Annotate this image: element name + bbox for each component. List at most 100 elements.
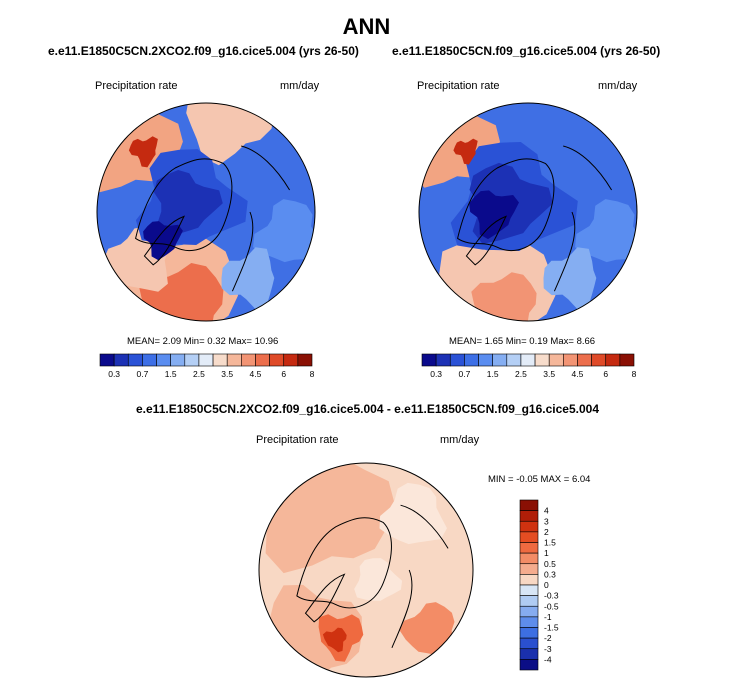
panel-1-colorbar-box: [255, 353, 270, 367]
panel-1-colorbar-label: 1.5: [165, 369, 177, 379]
panel-1-colorbar-label: 0.3: [108, 369, 120, 379]
panel-2-colorbar-label: 4.5: [572, 369, 584, 379]
panel-1-coastline: [135, 158, 233, 252]
panel-3-colorbar-label: -0.3: [544, 591, 559, 601]
panel-3-colorbar-label: -3: [544, 644, 552, 654]
panel-2-colorbar-box: [478, 353, 493, 367]
panel-3-colorbar-box: [519, 531, 539, 543]
panel-1-colorbar-box: [198, 353, 214, 367]
panel-3-min-label: MIN =: [488, 474, 514, 485]
panel-1-colorbar-box: [226, 353, 242, 367]
panel-3-colorbar-label: 1.5: [544, 538, 556, 548]
panel-2-colorbar-box: [435, 353, 451, 367]
panel-1-units: mm/day: [280, 80, 320, 92]
panel-2-max-value: 8.66: [576, 336, 596, 347]
panel-1-colorbar: 0.3 0.7 1.5 2.5 3.5 4.5 6 8: [99, 353, 315, 379]
panel-1-mean-value: 2.09: [162, 336, 182, 347]
panel-2-contour-region: [469, 190, 519, 240]
panel-3-colorbar-box: [519, 542, 539, 554]
panel-2-colorbar: 0.3 0.7 1.5 2.5 3.5 4.5 6 8: [421, 353, 637, 379]
panel-1-colorbar-box: [269, 353, 285, 367]
panel-3-colorbar-label: -1: [544, 612, 552, 622]
panel-2-colorbar-box: [506, 353, 522, 367]
panel-2-min-value: 0.19: [529, 336, 548, 347]
panel-2-colorbar-box: [591, 353, 607, 367]
panel-2-coastline: [457, 158, 555, 252]
panel-1-colorbar-box: [113, 353, 129, 367]
panel-1-coastline: [143, 215, 186, 266]
panel-3-contour-region: [354, 558, 403, 601]
panel-3-colorbar-box: [519, 605, 539, 618]
panel-2-mean-value: 1.65: [484, 336, 504, 347]
panel-3-colorbar-box: [519, 520, 539, 533]
panel-1-colorbar-box: [212, 353, 228, 367]
panel-2-polar-map: [418, 102, 638, 322]
panel-2-colorbar-box: [577, 353, 592, 367]
panel-3-colorbar-box: [519, 648, 539, 660]
panel-2-min-label: Min=: [505, 336, 527, 347]
panel-3-colorbar-label: -4: [544, 654, 552, 664]
panel-3-colorbar-label: 2: [544, 527, 549, 537]
panel-3-contour-region: [399, 602, 455, 657]
panel-2-colorbar-label: 1.5: [487, 369, 499, 379]
panel-1-contour-region: [253, 199, 315, 263]
panel-2-max-label: Max=: [550, 336, 574, 347]
panel-2-colorbar-box: [464, 353, 479, 367]
panel-2-colorbar-label: 2.5: [515, 369, 527, 379]
panel-1-colorbar-box: [241, 353, 256, 367]
panel-3-max-label: MAX =: [540, 474, 570, 485]
panel-1-contour-region: [186, 103, 275, 166]
panel-3-variable: Precipitation rate: [256, 434, 339, 446]
panel-2-coastline: [553, 145, 613, 292]
panel-2-contour-region: [471, 272, 537, 321]
panel-3-map-boundary: [258, 462, 474, 678]
panel-1-coastline: [231, 145, 291, 292]
panel-3-max-value: 6.04: [571, 474, 591, 485]
panel-1-max-value: 10.96: [254, 336, 279, 347]
panel-2-colorbar-box: [534, 353, 550, 367]
panel-2-units: mm/day: [598, 80, 638, 92]
panel-1-title: e.e11.E1850C5CN.2XCO2.f09_g16.cice5.004 …: [48, 44, 359, 58]
panel-3-colorbar-label: 0: [544, 580, 549, 590]
panel-1-colorbar-box: [170, 353, 186, 367]
panel-1-colorbar-label: 0.7: [136, 369, 148, 379]
panel-3-colorbar-box: [519, 584, 539, 596]
panel-1-map-boundary: [96, 102, 316, 322]
panel-2-map-boundary: [418, 102, 638, 322]
panel-3-colorbar-box: [519, 499, 539, 511]
panel-1-colorbar-label: 8: [310, 369, 315, 379]
panel-3-coastline: [304, 573, 346, 623]
panel-1-colorbar-box: [156, 353, 171, 367]
panel-1-colorbar-label: 3.5: [221, 369, 233, 379]
panel-3-colorbar-label: -0.5: [544, 601, 559, 611]
main-title: ANN: [342, 14, 391, 39]
panel-2-colorbar-box: [619, 353, 635, 367]
panel-3-colorbar-box: [519, 659, 539, 671]
panel-2-colorbar-label: 6: [603, 369, 608, 379]
panel-1-variable: Precipitation rate: [95, 80, 178, 92]
panel-2-colorbar-box: [520, 353, 536, 367]
panel-3-coastline: [296, 517, 392, 609]
panel-2-colorbar-box: [605, 353, 621, 367]
panel-2-colorbar-label: 0.7: [458, 369, 470, 379]
panel-3-colorbar-box: [519, 637, 539, 650]
panel-3-polar-map: [258, 462, 474, 678]
panel-3-colorbar-box: [519, 616, 539, 628]
panel-3-colorbar-box: [519, 552, 539, 565]
panel-2-colorbar-box: [563, 353, 578, 367]
panel-3-colorbar-label: 3: [544, 516, 549, 526]
panel-1-colorbar-box: [297, 353, 313, 367]
panel-3-colorbar-box: [519, 627, 539, 639]
panel-2-stats: MEAN= 1.65 Min= 0.19 Max= 8.66: [449, 336, 595, 347]
panel-1-contour-region: [128, 136, 158, 168]
panel-1-contour-region: [153, 170, 223, 237]
panel-2-colorbar-label: 0.3: [430, 369, 442, 379]
panel-2-contour-region: [543, 247, 597, 310]
panel-3-coastline: [391, 504, 449, 648]
panel-1-colorbar-box: [283, 353, 299, 367]
panel-1-contour-region: [143, 221, 183, 261]
panel-1-colorbar-box: [127, 353, 143, 367]
panel-3-units: mm/day: [440, 434, 480, 446]
panel-3-title: e.e11.E1850C5CN.2XCO2.f09_g16.cice5.004 …: [136, 402, 599, 416]
panel-1-colorbar-label: 2.5: [193, 369, 205, 379]
